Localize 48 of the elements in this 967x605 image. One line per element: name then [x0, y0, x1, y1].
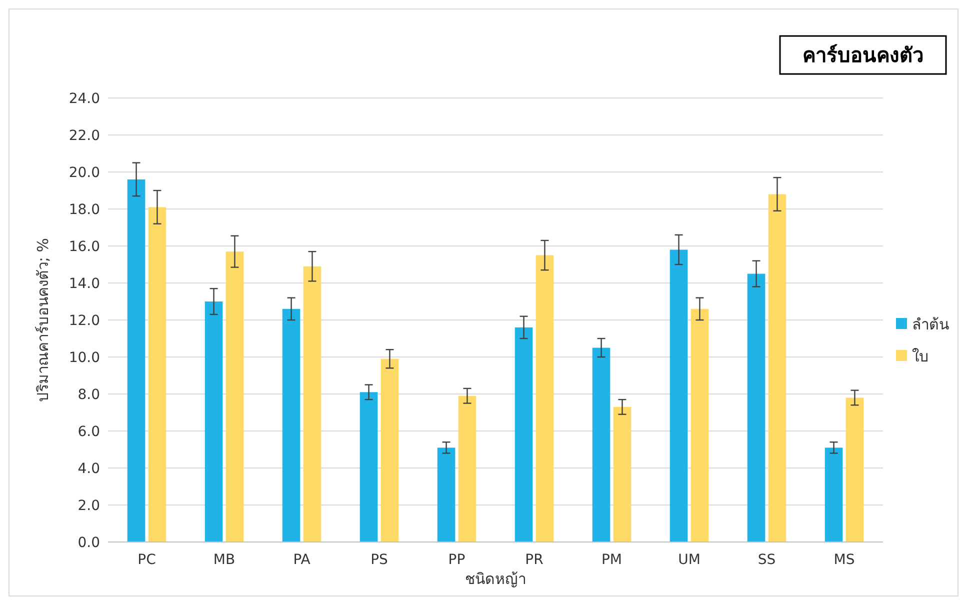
bar — [226, 252, 244, 542]
x-tick-label: MS — [834, 552, 855, 568]
x-tick-label: PM — [601, 552, 622, 568]
x-tick-label: MB — [213, 552, 236, 568]
y-tick-label: 10.0 — [68, 350, 100, 366]
bar — [613, 406, 632, 542]
y-tick-label: 14.0 — [68, 276, 100, 292]
y-tick-label: 24.0 — [68, 90, 100, 107]
bar — [846, 398, 864, 542]
y-tick-label: 4.0 — [78, 460, 100, 477]
bar — [437, 448, 456, 542]
bar — [536, 255, 554, 542]
x-axis-title: ชนิดหญ้า — [465, 570, 526, 588]
chart-title: คาร์บอนคงตัว — [802, 43, 924, 67]
y-axis-title: ปริมาณคาร์บอนคงตัว; % — [34, 238, 52, 402]
y-tick-label: 18.0 — [68, 202, 100, 218]
bar — [380, 358, 399, 542]
bar — [127, 179, 146, 542]
bar — [747, 274, 766, 542]
x-tick-label: UM — [678, 552, 700, 568]
y-tick-label: 2.0 — [78, 498, 100, 514]
bar — [670, 250, 688, 542]
bar — [303, 266, 322, 542]
y-tick-label: 8.0 — [78, 386, 100, 403]
x-tick-label: PC — [138, 552, 156, 568]
y-tick-label: 20.0 — [68, 164, 100, 181]
bar — [690, 308, 709, 542]
legend-label: ลำต้น — [912, 315, 949, 334]
bar — [824, 448, 843, 542]
bar — [282, 308, 300, 542]
bar — [514, 327, 533, 542]
bar — [768, 194, 786, 542]
x-tick-label: PA — [293, 552, 311, 568]
y-tick-label: 6.0 — [78, 424, 100, 440]
bar — [204, 302, 223, 542]
y-tick-label: 0.0 — [78, 534, 100, 551]
x-tick-label: PS — [370, 552, 388, 568]
y-tick-label: 12.0 — [68, 312, 100, 329]
y-tick-label: 22.0 — [68, 128, 100, 144]
bar — [592, 348, 610, 542]
y-tick-label: 16.0 — [68, 238, 100, 255]
bar — [458, 396, 476, 542]
x-tick-label: PP — [448, 552, 466, 568]
legend-label: ใบ — [912, 347, 929, 366]
bar — [360, 392, 378, 542]
x-tick-label: PR — [525, 552, 544, 568]
x-tick-label: SS — [758, 552, 776, 568]
bar — [148, 207, 166, 542]
